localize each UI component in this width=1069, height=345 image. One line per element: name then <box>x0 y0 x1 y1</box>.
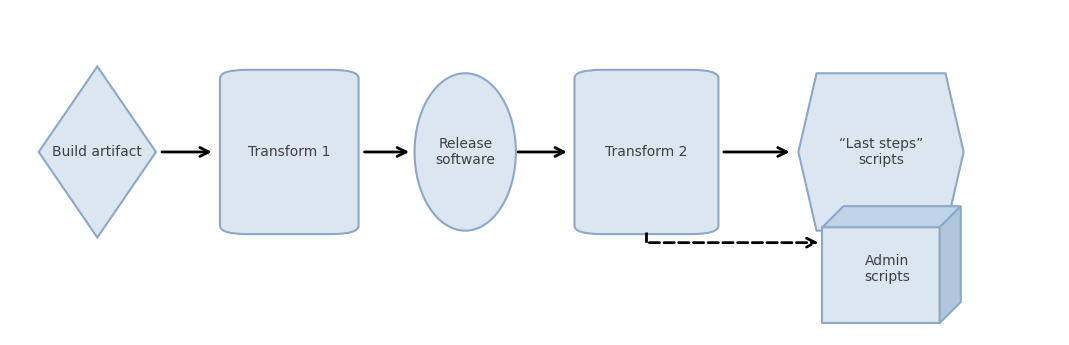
FancyBboxPatch shape <box>574 70 718 234</box>
FancyBboxPatch shape <box>220 70 358 234</box>
Polygon shape <box>940 206 961 323</box>
Text: Transform 1: Transform 1 <box>248 145 330 159</box>
Polygon shape <box>38 66 156 237</box>
Text: Release
software: Release software <box>435 137 495 167</box>
Polygon shape <box>799 73 963 231</box>
Text: Admin
scripts: Admin scripts <box>865 254 911 284</box>
Polygon shape <box>822 227 940 323</box>
Text: “Last steps”
scripts: “Last steps” scripts <box>839 137 924 167</box>
Text: Transform 2: Transform 2 <box>605 145 687 159</box>
Text: Build artifact: Build artifact <box>52 145 142 159</box>
Ellipse shape <box>415 73 516 231</box>
Polygon shape <box>822 206 961 227</box>
